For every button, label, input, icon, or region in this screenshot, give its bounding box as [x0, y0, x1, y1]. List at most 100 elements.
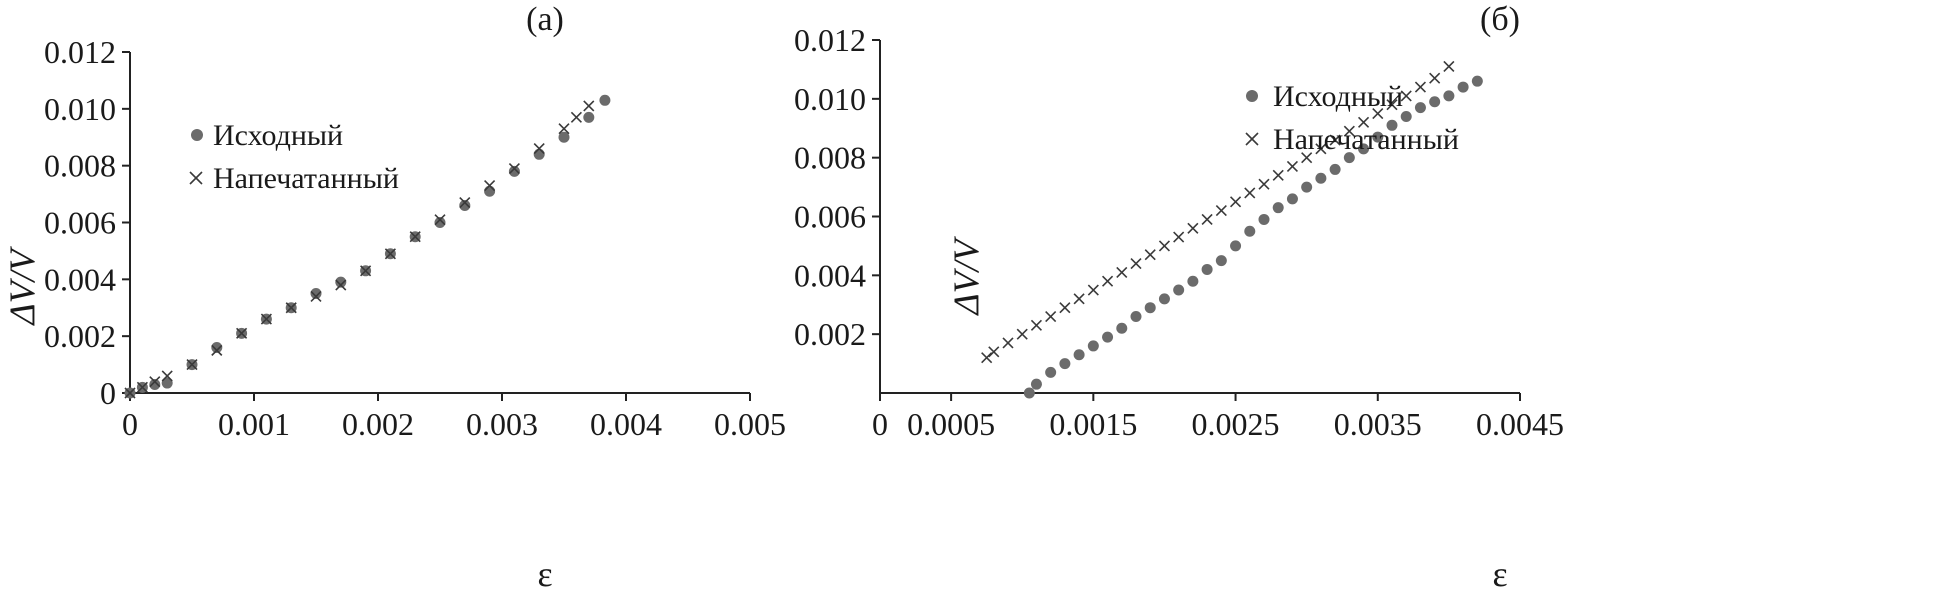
y-tick-label-b: 0.006 — [794, 199, 866, 235]
data-point-cross-b — [1187, 222, 1199, 234]
data-point-cross-b — [1301, 152, 1313, 164]
y-tick-label-a: 0.012 — [44, 34, 116, 70]
data-point-circle-b — [1358, 143, 1370, 155]
legend-marker-circle-a — [191, 129, 203, 141]
data-point-circle-b — [1372, 131, 1384, 143]
data-point-circle-a — [599, 94, 611, 106]
data-point-cross-b — [1016, 328, 1028, 340]
ticks-b: 0 0.0005 0.0015 0.0025 0.0035 0.0045 0.002 0.00… — [794, 22, 1564, 442]
y-axis-title-b: ΔV/V — [946, 235, 986, 316]
x-tick-label-b: 0.0045 — [1476, 406, 1564, 442]
data-point-circle-a — [161, 377, 173, 389]
data-point-circle-b — [1087, 340, 1099, 352]
data-point-circle-b — [1443, 90, 1455, 102]
y-tick-label-a: 0 — [100, 375, 116, 411]
chart-panel-b: (б) ΔV/V ε 0 0.0005 0.0015 0.0025 0.0035 0.00… — [794, 1, 1564, 594]
svg-text:ΔV/V: ΔV/V — [2, 245, 42, 326]
data-point-cross-b — [1343, 125, 1355, 137]
data-point-cross-a — [508, 162, 520, 175]
data-point-circle-b — [1429, 96, 1441, 108]
data-point-cross-b — [1244, 187, 1256, 199]
axes-b — [879, 40, 1520, 394]
data-point-cross-b — [1116, 266, 1128, 278]
data-point-circle-b — [1201, 263, 1213, 275]
y-tick-label-b: 0.004 — [794, 257, 866, 293]
data-point-circle-b — [1386, 119, 1398, 131]
data-point-circle-b — [1102, 331, 1114, 343]
y-tick-label-a: 0.008 — [44, 148, 116, 184]
data-point-circle-b — [1144, 302, 1156, 314]
legend-marker-cross-b — [1245, 132, 1259, 146]
x-tick-label-b: 0.0025 — [1192, 406, 1280, 442]
data-point-circle-b — [1414, 102, 1426, 114]
data-point-cross-b — [1443, 60, 1455, 73]
data-point-circle-a — [310, 288, 322, 300]
data-point-circle-b — [1130, 311, 1142, 323]
data-point-cross-a — [335, 279, 347, 291]
data-point-cross-b — [1286, 160, 1299, 173]
y-axis-title-a: ΔV/V — [2, 245, 42, 326]
data-point-cross-b — [988, 346, 1000, 358]
legend-label-series1-a: Исходный — [213, 119, 343, 152]
data-point-circle-b — [1045, 366, 1057, 378]
data-point-cross-a — [136, 381, 148, 393]
y-tick-label-b: 0.012 — [794, 22, 866, 58]
data-point-cross-a — [186, 359, 198, 371]
data-point-circle-b — [1030, 378, 1042, 390]
legend-label-series1-b: Исходный — [1273, 80, 1403, 113]
data-point-cross-a — [384, 248, 396, 260]
data-point-cross-a — [484, 179, 496, 192]
data-point-cross-b — [1059, 302, 1071, 314]
data-point-cross-b — [1101, 275, 1114, 287]
data-point-circle-b — [1230, 240, 1242, 252]
data-point-cross-b — [1144, 249, 1156, 261]
data-point-circle-a — [508, 165, 520, 177]
y-tick-label-a: 0.004 — [44, 261, 116, 297]
data-point-cross-a — [310, 290, 322, 302]
data-point-cross-a — [124, 387, 136, 399]
data-point-cross-a — [434, 214, 446, 226]
data-point-circle-b — [1023, 387, 1035, 399]
data-point-circle-b — [1258, 213, 1270, 225]
x-tick-label-a: 0.004 — [590, 406, 662, 442]
data-point-cross-b — [1429, 72, 1441, 84]
x-tick-label-a: 0.002 — [342, 406, 414, 442]
data-point-circle-b — [1116, 322, 1128, 334]
data-point-cross-b — [1158, 240, 1171, 252]
data-point-circle-b — [1343, 152, 1355, 164]
data-point-circle-b — [1286, 193, 1298, 205]
data-point-circle-b — [1173, 284, 1185, 296]
data-marks-b — [981, 60, 1483, 399]
y-tick-label-a: 0.002 — [44, 318, 116, 354]
data-point-circle-b — [1158, 293, 1170, 305]
data-point-cross-b — [1329, 134, 1341, 146]
data-point-circle-b — [1457, 81, 1469, 93]
x-tick-label-a: 0.005 — [714, 406, 786, 442]
data-point-circle-b — [1400, 110, 1412, 122]
ticks-a: 0 0.001 0.002 0.003 0.004 0.005 0 0.002 0.004 0.0… — [44, 34, 786, 442]
data-point-cross-a — [211, 344, 223, 356]
legend-marker-cross-a — [189, 171, 203, 185]
data-point-cross-b — [1087, 284, 1099, 296]
data-point-circle-a — [484, 185, 496, 197]
legend-marker-circle-b — [1246, 90, 1258, 102]
chart-panel-a: (a) ΔV/V ε 0 0.001 0.002 0.003 0.004 0.005 0 0.… — [2, 1, 786, 594]
y-tick-label-a: 0.010 — [44, 91, 116, 127]
data-point-cross-a — [583, 100, 595, 112]
data-point-circle-b — [1471, 75, 1483, 87]
data-point-cross-b — [981, 352, 993, 364]
data-point-circle-b — [1187, 275, 1199, 287]
data-point-circle-a — [583, 111, 595, 123]
data-point-circle-a — [149, 378, 161, 390]
data-point-circle-b — [1073, 349, 1085, 361]
legend-label-series2-a: Напечатанный — [213, 162, 399, 195]
y-tick-label-b: 0.002 — [794, 316, 866, 352]
y-tick-label-a: 0.006 — [44, 205, 116, 241]
data-point-circle-b — [1272, 202, 1284, 214]
data-point-circle-a — [459, 199, 471, 211]
data-point-cross-b — [1414, 81, 1427, 93]
data-point-circle-b — [1329, 163, 1341, 175]
x-axis-title-a: ε — [537, 554, 552, 594]
data-point-circle-a — [434, 217, 446, 228]
data-point-circle-b — [1244, 225, 1256, 237]
